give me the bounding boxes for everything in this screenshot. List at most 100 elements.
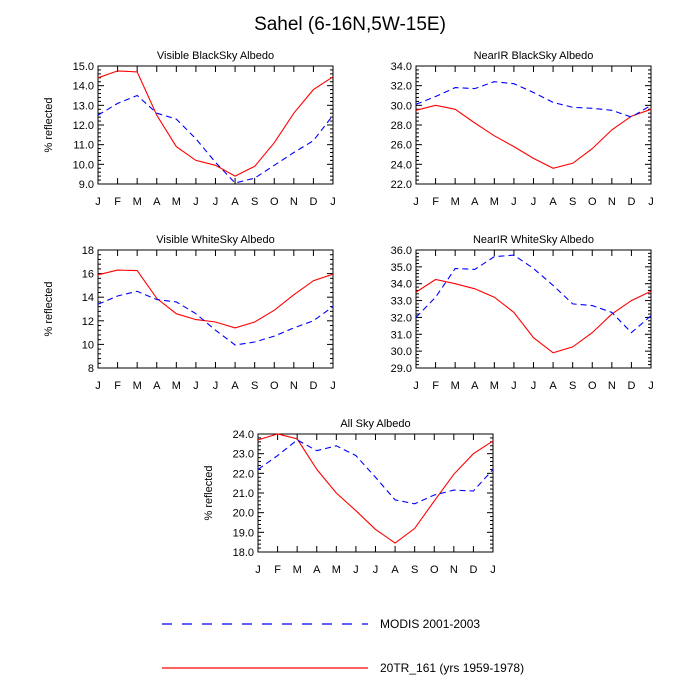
x-tick-label: A	[231, 380, 239, 392]
x-tick-label: J	[255, 564, 261, 576]
y-tick-label: 8	[88, 363, 94, 375]
x-tick-label: J	[193, 380, 199, 392]
y-tick-label: 35.0	[391, 262, 412, 274]
x-tick-label: F	[432, 380, 439, 392]
y-tick-label: 18.0	[233, 547, 254, 559]
legend-line-model	[162, 667, 368, 669]
figure-title: Sahel (6-16N,5W-15E)	[254, 14, 446, 35]
x-tick-label: F	[274, 564, 281, 576]
x-tick-label: O	[588, 196, 597, 208]
x-tick-label: J	[193, 196, 199, 208]
y-tick-label: 31.0	[391, 329, 412, 341]
y-tick-label: 19.0	[233, 527, 254, 539]
x-tick-label: M	[490, 196, 499, 208]
x-tick-label: A	[391, 564, 399, 576]
legend-label-model: 20TR_161 (yrs 1959-1978)	[380, 661, 525, 675]
y-tick-label: 11.0	[73, 140, 94, 152]
y-tick-label: 30.0	[391, 346, 412, 358]
plot-frame	[415, 249, 652, 369]
y-tick-label: 10	[82, 339, 94, 351]
y-tick-label: 10.0	[73, 159, 94, 171]
x-tick-label: S	[251, 380, 258, 392]
legend-line-modis	[162, 623, 368, 625]
x-tick-label: F	[114, 380, 121, 392]
x-tick-label: M	[172, 196, 181, 208]
x-tick-label: J	[330, 380, 336, 392]
x-tick-label: M	[133, 380, 142, 392]
y-tick-label: 24.0	[233, 429, 254, 441]
x-tick-label: D	[627, 196, 635, 208]
y-tick-label: 22.0	[391, 179, 412, 191]
y-tick-label: 22.0	[233, 468, 254, 480]
x-tick-label: S	[569, 196, 576, 208]
y-tick-label: 23.0	[233, 449, 254, 461]
y-tick-label: 32.0	[391, 81, 412, 93]
x-tick-label: J	[531, 380, 537, 392]
y-tick-label: 13.0	[73, 100, 94, 112]
series-line-model	[415, 278, 652, 354]
x-tick-label: N	[608, 196, 616, 208]
x-tick-label: J	[413, 380, 419, 392]
x-tick-label: D	[309, 380, 317, 392]
y-tick-label: 33.0	[391, 296, 412, 308]
y-tick-label: 15.0	[73, 61, 94, 73]
y-tick-label: 32.0	[391, 312, 412, 324]
x-tick-label: O	[270, 196, 279, 208]
x-tick-label: O	[270, 380, 279, 392]
x-tick-label: D	[309, 196, 317, 208]
x-tick-label: A	[153, 196, 161, 208]
x-tick-label: D	[469, 564, 477, 576]
x-tick-label: S	[569, 380, 576, 392]
x-tick-label: J	[373, 564, 379, 576]
y-tick-label: 30.0	[391, 100, 412, 112]
y-axis-label: % reflected	[203, 465, 215, 520]
x-tick-label: J	[531, 196, 537, 208]
y-tick-label: 12	[82, 316, 94, 328]
y-tick-label: 16	[82, 269, 94, 281]
x-tick-label: J	[511, 196, 517, 208]
x-tick-label: N	[608, 380, 616, 392]
x-tick-label: J	[213, 380, 219, 392]
y-tick-label: 12.0	[73, 120, 94, 132]
x-tick-label: A	[471, 380, 479, 392]
panel-title: All Sky Albedo	[340, 418, 410, 430]
x-tick-label: A	[549, 196, 557, 208]
series-line-modis	[415, 254, 652, 334]
x-tick-label: A	[549, 380, 557, 392]
plot-frame	[97, 65, 334, 185]
y-tick-label: 21.0	[233, 488, 254, 500]
x-tick-label: J	[511, 380, 517, 392]
x-tick-label: A	[153, 380, 161, 392]
series-line-modis	[415, 81, 652, 118]
series-line-modis	[257, 439, 494, 505]
x-tick-label: J	[648, 196, 654, 208]
y-tick-label: 24.0	[391, 159, 412, 171]
plot-frame	[415, 65, 652, 185]
x-tick-label: M	[133, 196, 142, 208]
y-tick-label: 28.0	[391, 120, 412, 132]
y-tick-label: 18	[82, 245, 94, 257]
x-tick-label: F	[432, 196, 439, 208]
y-tick-label: 34.0	[391, 279, 412, 291]
x-tick-label: J	[490, 564, 496, 576]
x-tick-label: A	[313, 564, 321, 576]
x-tick-label: S	[251, 196, 258, 208]
x-tick-label: M	[172, 380, 181, 392]
x-tick-label: M	[490, 380, 499, 392]
x-tick-label: N	[290, 380, 298, 392]
y-tick-label: 14.0	[73, 81, 94, 93]
y-tick-label: 34.0	[391, 61, 412, 73]
x-tick-label: A	[471, 196, 479, 208]
plot-frame	[97, 249, 334, 369]
y-axis-label: % reflected	[43, 97, 55, 152]
x-tick-label: J	[353, 564, 359, 576]
x-tick-label: J	[95, 196, 101, 208]
series-line-model	[415, 104, 652, 169]
x-tick-label: D	[627, 380, 635, 392]
y-tick-label: 9.0	[79, 179, 94, 191]
series-line-model	[257, 433, 494, 544]
y-tick-label: 36.0	[391, 245, 412, 257]
x-tick-label: J	[213, 196, 219, 208]
x-tick-label: O	[430, 564, 439, 576]
series-line-modis	[97, 94, 334, 184]
